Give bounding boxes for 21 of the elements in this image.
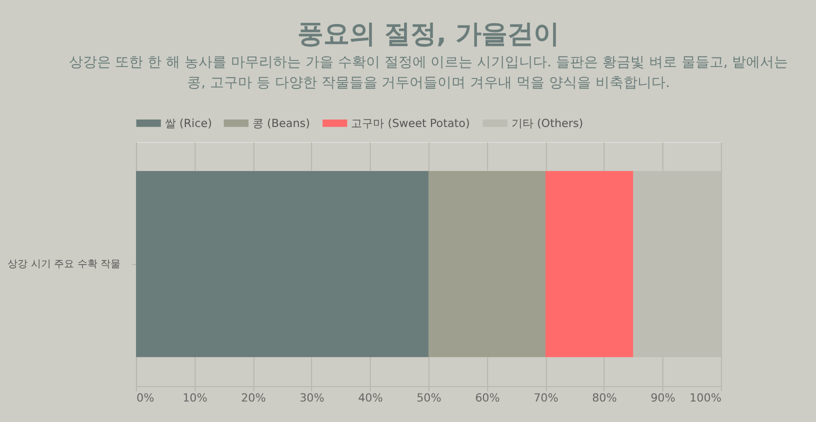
legend-label: 콩 (Beans) [252,116,310,130]
x-tick-label: 30% [300,391,324,404]
x-tick-label: 100% [690,391,722,404]
x-tick-label: 80% [592,391,617,404]
x-tick-label: 10% [182,391,208,404]
bar [545,171,634,358]
x-tick-label: 70% [534,391,558,404]
bar [428,171,546,358]
x-tick-label: 0% [136,391,154,404]
x-tick-label: 40% [358,391,383,404]
legend-label: 쌀 (Rice) [164,116,212,130]
x-tick-label: 60% [475,391,500,404]
x-tick-label: 20% [241,391,266,404]
legend-label: 고구마 (Sweet Potato) [351,116,470,130]
bar [136,171,428,358]
legend-label: 기타 (Others) [511,116,584,130]
y-tick-label: 상강 시기 주요 수확 작물 [8,258,121,270]
chart-title: 풍요의 절정, 가을걷이 [297,19,560,50]
x-tick-label: 50% [416,391,442,404]
chart-subtitle: 상강은 또한 한 해 농사를 마무리하는 가을 수확이 절정에 이르는 시기입니다. 들판은 황금빛 벼로 물들고, 밭에서는 콩, 고구마 등 다양한 작물들을 거두어들이며 겨우내 먹을 양식을 비축합니다. [68,54,788,92]
x-tick-label: 90% [650,391,676,404]
